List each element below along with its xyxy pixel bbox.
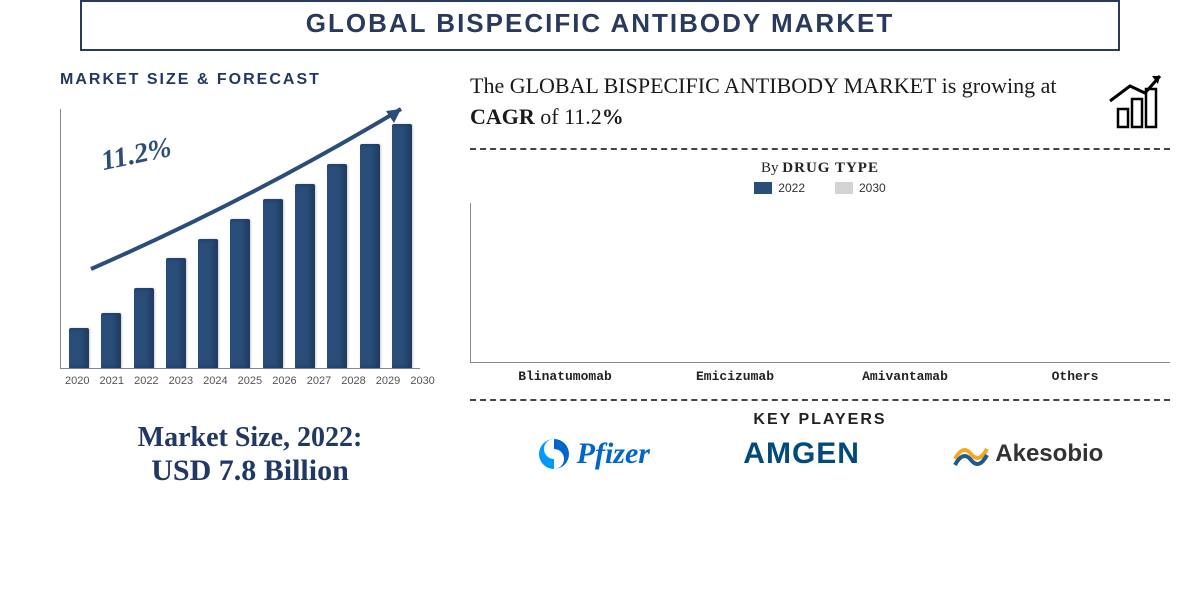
headline-pct: %	[602, 104, 624, 129]
drug-category-labels: Blinatumomab Emicizumab Amivantamab Others	[470, 369, 1170, 384]
drug-category-label: Others	[1005, 369, 1145, 384]
forecast-year-label: 2028	[339, 375, 369, 387]
forecast-year-label: 2029	[373, 375, 403, 387]
pfizer-logo: Pfizer	[537, 437, 650, 471]
title-bar: GLOBAL BISPECIFIC ANTIBODY MARKET	[80, 0, 1120, 51]
drug-category-label: Amivantamab	[835, 369, 975, 384]
forecast-year-label: 2025	[235, 375, 265, 387]
right-column: The GLOBAL BISPECIFIC ANTIBODY MARKET is…	[440, 71, 1170, 488]
forecast-chart: 11.2%	[60, 109, 420, 369]
forecast-bar	[134, 288, 154, 368]
forecast-year-label: 2027	[304, 375, 334, 387]
forecast-title: MARKET SIZE & FORECAST	[60, 71, 440, 89]
pfizer-swirl-icon	[537, 437, 571, 471]
akeso-text: Akesobio	[995, 440, 1103, 468]
drug-legend: 2022 2030	[470, 181, 1170, 195]
forecast-bar	[230, 219, 250, 368]
forecast-year-label: 2030	[408, 375, 438, 387]
forecast-bar	[295, 184, 315, 368]
legend-item: 2030	[835, 181, 886, 195]
page-title: GLOBAL BISPECIFIC ANTIBODY MARKET	[82, 8, 1118, 39]
market-size-line2: USD 7.8 Billion	[60, 454, 440, 488]
akeso-logo: Akesobio	[953, 439, 1103, 469]
headline-prefix: The GLOBAL BISPECIFIC ANTIBODY MARKET is…	[470, 73, 1056, 98]
forecast-bars	[61, 109, 420, 368]
forecast-bar	[69, 328, 89, 368]
forecast-year-label: 2026	[269, 375, 299, 387]
legend-item: 2022	[754, 181, 805, 195]
headline-cagr: CAGR	[470, 104, 535, 129]
forecast-year-label: 2021	[97, 375, 127, 387]
market-size-block: Market Size, 2022: USD 7.8 Billion	[60, 422, 440, 488]
drug-category-label: Emicizumab	[665, 369, 805, 384]
headline-mid: of 11.2	[535, 104, 602, 129]
drug-chart	[470, 203, 1170, 363]
forecast-bar	[263, 199, 283, 368]
amgen-text: AMGEN	[743, 437, 860, 471]
forecast-year-labels: 2020 2021 2022 2023 2024 2025 2026 2027 2028 2029…	[60, 375, 440, 387]
forecast-bar	[101, 313, 121, 368]
forecast-bar	[198, 239, 218, 369]
drug-title-bold: DRUG TYPE	[782, 160, 879, 176]
forecast-year-label: 2023	[166, 375, 196, 387]
forecast-bar	[166, 258, 186, 368]
amgen-logo: AMGEN	[743, 437, 860, 471]
drug-title-prefix: By	[761, 160, 782, 176]
forecast-bar	[360, 144, 380, 368]
legend-label: 2030	[859, 181, 886, 195]
headline-row: The GLOBAL BISPECIFIC ANTIBODY MARKET is…	[470, 71, 1170, 133]
headline-text: The GLOBAL BISPECIFIC ANTIBODY MARKET is…	[470, 71, 1080, 133]
drug-category-label: Blinatumomab	[495, 369, 635, 384]
drug-chart-title: By DRUG TYPE	[470, 160, 1170, 177]
key-players-title: KEY PLAYERS	[470, 411, 1170, 429]
market-size-line1: Market Size, 2022:	[60, 422, 440, 454]
left-column: MARKET SIZE & FORECAST 11.2% 20202021202…	[60, 71, 440, 488]
growth-chart-icon	[1100, 71, 1170, 131]
content-row: MARKET SIZE & FORECAST 11.2% 20202021202…	[0, 61, 1200, 488]
divider-2	[470, 399, 1170, 401]
legend-label: 2022	[778, 181, 805, 195]
pfizer-text: Pfizer	[577, 437, 650, 471]
forecast-year-label: 2022	[131, 375, 161, 387]
key-players-logos: Pfizer AMGEN Akesobio	[470, 437, 1170, 471]
forecast-year-label: 2024	[200, 375, 230, 387]
forecast-bar	[327, 164, 347, 368]
divider-1	[470, 148, 1170, 150]
legend-swatch	[835, 182, 853, 194]
legend-swatch	[754, 182, 772, 194]
akeso-wave-icon	[953, 439, 989, 469]
forecast-year-label: 2020	[62, 375, 92, 387]
forecast-bar	[392, 124, 412, 368]
